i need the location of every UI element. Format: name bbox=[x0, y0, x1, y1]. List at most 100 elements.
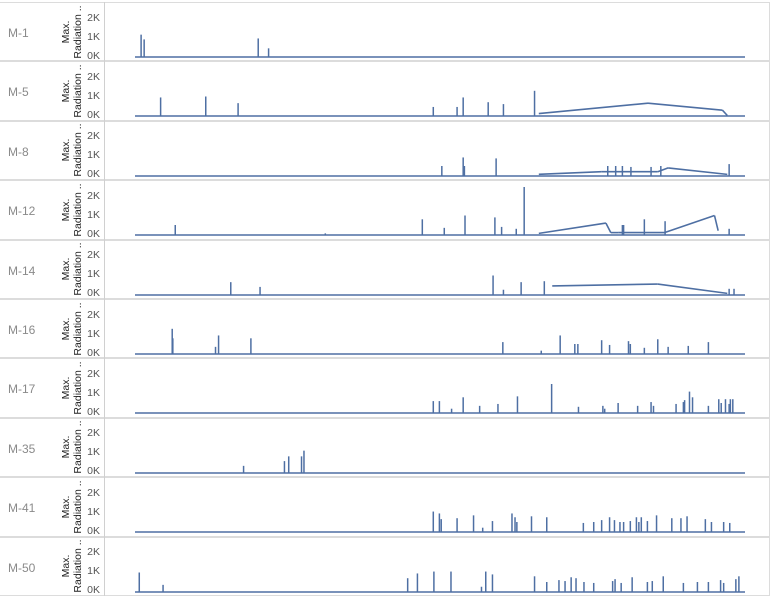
plot-area bbox=[135, 571, 745, 593]
panel-border bbox=[0, 180, 770, 240]
panel-m-35: M-35 Max. Radiation .. 2K 1K 0K bbox=[0, 417, 770, 478]
y-axis-line bbox=[104, 239, 105, 299]
y-axis-line bbox=[104, 477, 105, 537]
y-axis-line bbox=[104, 358, 105, 418]
y-tick-label: 0K bbox=[87, 287, 100, 300]
panel-border bbox=[0, 536, 770, 596]
data-ramp-segment bbox=[605, 222, 612, 234]
panel-m-8: M-8 Max. Radiation .. 2K 1K 0K bbox=[0, 120, 770, 181]
y-tick-label: 1K bbox=[87, 268, 100, 281]
y-axis-label-line1: Max. bbox=[60, 139, 72, 162]
row-label: M-5 bbox=[8, 85, 29, 100]
y-tick-label: 1K bbox=[87, 446, 100, 459]
plot-area bbox=[135, 384, 745, 415]
data-ramp-segment bbox=[657, 282, 728, 294]
y-axis-label-line1: Max. bbox=[60, 20, 72, 44]
plot-area bbox=[135, 511, 745, 533]
y-tick-label: 1K bbox=[87, 505, 100, 518]
data-ramp-segment bbox=[721, 110, 728, 117]
y-axis-label-line1: Max. bbox=[60, 257, 72, 281]
row-label: M-8 bbox=[8, 144, 29, 159]
data-ramp-segment bbox=[664, 214, 715, 234]
panel-m-41: M-41 Max. Radiation .. 2K 1K 0K bbox=[0, 477, 770, 537]
data-ramp-segment bbox=[668, 166, 728, 175]
y-tick-label: 2K bbox=[87, 308, 100, 321]
panel-border bbox=[0, 417, 770, 478]
y-tick-label: 0K bbox=[87, 584, 100, 597]
y-tick-label: 0K bbox=[87, 346, 100, 359]
row-label: M-35 bbox=[8, 441, 36, 456]
row-label: M-17 bbox=[8, 382, 36, 397]
y-axis-label-line1: Max. bbox=[60, 495, 72, 519]
y-tick-label: 1K bbox=[87, 565, 100, 578]
data-ramp-segment bbox=[647, 102, 723, 112]
panel-m-50: M-50 Max. Radiation .. 2K 1K 0K bbox=[0, 536, 770, 597]
panel-border bbox=[0, 358, 770, 418]
y-tick-label: 2K bbox=[87, 546, 100, 559]
plot-area bbox=[135, 157, 745, 177]
y-tick-label: 2K bbox=[87, 70, 100, 83]
row-label: M-14 bbox=[8, 263, 36, 278]
plot-area bbox=[135, 450, 745, 474]
y-tick-label: 2K bbox=[87, 367, 100, 380]
data-ramp-segment bbox=[538, 170, 602, 175]
plot-area bbox=[135, 187, 745, 236]
data-ramp-segment bbox=[552, 282, 658, 287]
panel-border bbox=[0, 2, 770, 62]
y-axis-line bbox=[104, 180, 105, 240]
plot-area bbox=[135, 91, 745, 118]
y-axis-line bbox=[104, 120, 105, 181]
y-tick-label: 2K bbox=[87, 249, 100, 262]
y-axis-line bbox=[104, 61, 105, 121]
y-tick-label: 1K bbox=[87, 208, 100, 221]
panel-border bbox=[0, 477, 770, 537]
panel-m-16: M-16 Max. Radiation .. 2K 1K 0K bbox=[0, 299, 770, 359]
plot-area bbox=[135, 34, 745, 58]
row-label: M-16 bbox=[8, 323, 36, 337]
panel-m-12: M-12 Max. Radiation .. 2K 1K 0K bbox=[0, 180, 770, 240]
row-label: M-12 bbox=[8, 204, 36, 219]
y-tick-label: 0K bbox=[87, 49, 100, 62]
panel-m-17: M-17 Max. Radiation .. 2K 1K 0K bbox=[0, 358, 770, 418]
row-label: M-1 bbox=[8, 26, 29, 40]
y-axis-label-line1: Max. bbox=[60, 436, 72, 459]
row-label: M-41 bbox=[8, 501, 36, 516]
y-axis-label-line1: Max. bbox=[60, 79, 72, 103]
y-tick-label: 2K bbox=[87, 130, 100, 143]
data-ramp-segment bbox=[713, 215, 719, 232]
y-tick-label: 2K bbox=[87, 11, 100, 24]
y-tick-label: 0K bbox=[87, 168, 100, 181]
data-ramp-segment bbox=[657, 166, 669, 173]
y-axis-line bbox=[104, 417, 105, 478]
y-tick-label: 0K bbox=[87, 524, 100, 537]
y-axis-line bbox=[104, 299, 105, 359]
panel-border bbox=[0, 239, 770, 299]
y-axis-line bbox=[104, 2, 105, 62]
y-axis-line bbox=[104, 536, 105, 596]
panel-m-14: M-14 Max. Radiation .. 2K 1K 0K bbox=[0, 239, 770, 300]
y-axis-label-line1: Max. bbox=[60, 317, 72, 341]
panel-border bbox=[0, 299, 770, 359]
panel-border bbox=[0, 120, 770, 181]
y-tick-label: 1K bbox=[87, 149, 100, 162]
panel-m-5: M-5 Max. Radiation .. 2K 1K 0K bbox=[0, 61, 770, 121]
y-tick-label: 1K bbox=[87, 327, 100, 340]
y-tick-label: 1K bbox=[87, 30, 100, 43]
y-tick-label: 0K bbox=[87, 227, 100, 240]
y-tick-label: 2K bbox=[87, 427, 100, 440]
y-tick-label: 2K bbox=[87, 189, 100, 202]
data-ramp-segment bbox=[538, 222, 607, 235]
y-tick-label: 1K bbox=[87, 386, 100, 399]
y-tick-label: 0K bbox=[87, 465, 100, 478]
plot-area bbox=[135, 275, 745, 296]
y-tick-label: 0K bbox=[87, 108, 100, 121]
y-axis-label-line1: Max. bbox=[60, 554, 72, 578]
row-label: M-50 bbox=[8, 560, 36, 575]
y-tick-label: 1K bbox=[87, 89, 100, 102]
panel-border bbox=[0, 61, 770, 121]
y-axis-label-line1: Max. bbox=[60, 376, 72, 400]
y-axis-label-line1: Max. bbox=[60, 198, 72, 222]
y-tick-label: 2K bbox=[87, 486, 100, 499]
plot-area bbox=[135, 328, 745, 355]
